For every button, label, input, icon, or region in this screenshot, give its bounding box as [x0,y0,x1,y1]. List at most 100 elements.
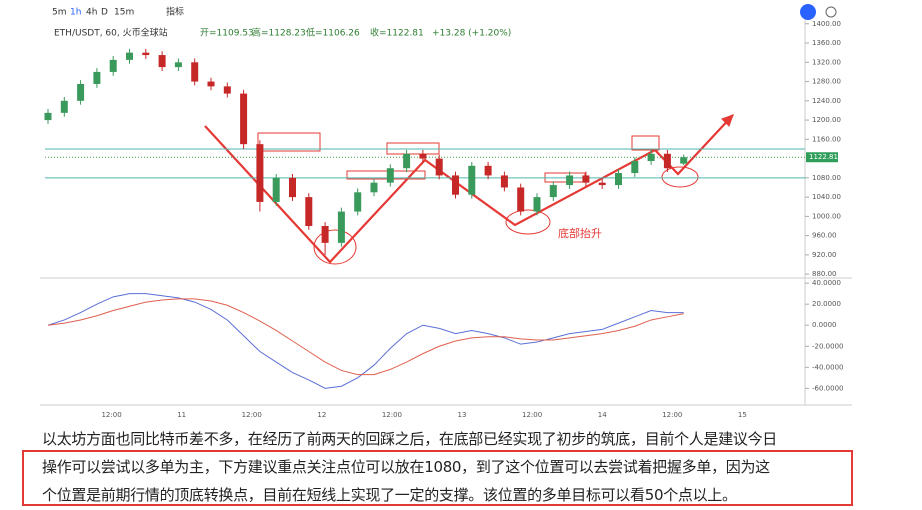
candle-body [680,157,688,164]
candle-body [93,71,101,84]
candle-body [500,175,508,188]
candle-body [60,100,68,113]
candle-body [305,197,313,226]
x-tick-label: 12:00 [382,411,402,419]
trend-arrow [204,114,734,264]
x-tick-label: 12:00 [242,411,262,419]
candle-body [174,62,182,68]
x-tick-label: 13 [458,411,467,419]
x-tick-label: 14 [598,411,607,419]
paragraph-line: 以太坊方面也同比特币差不多，在经历了前两天的回踩之后，在底部已经实现了初步的筑底… [42,430,778,448]
ohlc-value: 高=1128.23 [252,27,306,39]
toolbar-button[interactable]: 1h [70,8,81,18]
box [257,132,321,152]
toolbar-button[interactable]: 4h [86,8,97,18]
y-tick-label: 1200.00 [812,116,841,124]
candle-body [240,93,248,145]
highlight-box [22,450,853,506]
logo [800,4,816,20]
candle-body [77,83,85,101]
y-tick-label: 880.00 [812,270,837,278]
y-tick-label: 1160.00 [812,135,841,143]
x-tick-label: 12:00 [522,411,542,419]
arrowhead [721,114,734,127]
toolbar-button[interactable]: 指标 [166,6,184,18]
candle-body [566,175,574,186]
candle-body [484,165,492,176]
y-tick-label: 1040.00 [812,193,841,201]
toolbar: 5m 1h 4h D 15m 指标 [52,6,184,18]
settings-icon[interactable] [825,6,837,18]
candle-body [289,177,296,198]
y-tick-label: 1320.00 [812,58,841,66]
y-tick-label: 0.0000 [812,321,837,329]
candle-body [370,182,378,193]
candle-body [517,187,525,212]
toolbar-button[interactable]: 5m [52,8,67,18]
y-tick-label: 1280.00 [812,78,841,86]
candle-body [207,81,215,87]
candle-body [582,175,590,183]
candle-body [533,197,541,212]
ohlc-header: 开=1109.53高=1128.23 低=1106.26 收=1122.81 +13.… [200,27,511,39]
y-tick-label: 20.0000 [812,300,841,308]
x-tick-label: 15 [738,411,747,419]
candle-body [419,153,427,159]
circle [505,209,551,235]
candle-body [321,226,329,243]
candle-body [435,158,443,176]
candle-body [452,175,459,195]
candle-body [386,168,394,183]
ohlc-value: 收=1122.81 [370,27,424,39]
toolbar-button[interactable]: D [101,8,108,18]
macd-line [47,293,684,389]
candle-body [191,62,199,82]
chart-bg [40,0,852,425]
candle-body [468,165,476,195]
candle-body [354,192,362,212]
candle-body [109,59,117,72]
candle-body [549,185,557,198]
last-price-tag [806,152,838,163]
candle-body [126,52,133,60]
y-tick-label: 1360.00 [812,39,841,47]
x-tick-label: 12:00 [662,411,682,419]
ohlc-value: 低=1106.26 [306,27,360,39]
toolbar-button[interactable]: 15m [114,8,134,18]
y-tick-label: 960.00 [812,232,837,240]
y-tick-label: -60.0000 [812,384,843,392]
annotation: 底部抬升 [558,226,602,240]
candle-body [158,55,166,68]
macd-line [47,298,684,376]
x-tick-label: 12 [317,411,326,419]
candle-body [337,211,345,243]
candle-body [44,112,52,121]
candle-body [598,182,606,186]
y-tick-label: 40.0000 [812,279,841,287]
candle-body [142,52,150,56]
candle-body [615,173,622,186]
x-tick-label: 12:00 [101,411,121,419]
ohlc-value: 开=1109.53 [200,28,254,39]
candle-body [403,153,411,169]
circle [661,166,699,188]
box [346,170,426,180]
paragraph-line: 操作可以尝试以多单为主，下方建议重点关注点位可以放在1080，到了这个位置可以去… [42,458,770,476]
candle-body [256,144,264,202]
chart: 底部抬升 5m 1h 4h D 15m 指标 ETH/USDT, 60, 火币全球站 开=… [40,0,852,425]
candle-body [647,153,655,161]
candle-body [272,177,280,202]
y-tick-label: 920.00 [812,251,837,259]
ohlc-value: +13.28 (+1.20%) [432,29,511,39]
x-tick-label: 11 [177,411,186,419]
symbol: ETH/USDT, 60, 火币全球站 [54,27,168,39]
y-tick-label: 1400.00 [812,20,841,28]
y-tick-label: -40.0000 [812,363,843,371]
candle-body [631,161,639,174]
paragraph-line: 个位置是前期行情的顶底转换点，目前在短线上实现了一定的支撑。该位置的多单目标可以… [42,486,737,504]
y-tick-label: 1000.00 [812,212,841,220]
candle-body [223,86,231,94]
last-price-label: 1122.81 [809,153,838,161]
circle [313,229,357,265]
